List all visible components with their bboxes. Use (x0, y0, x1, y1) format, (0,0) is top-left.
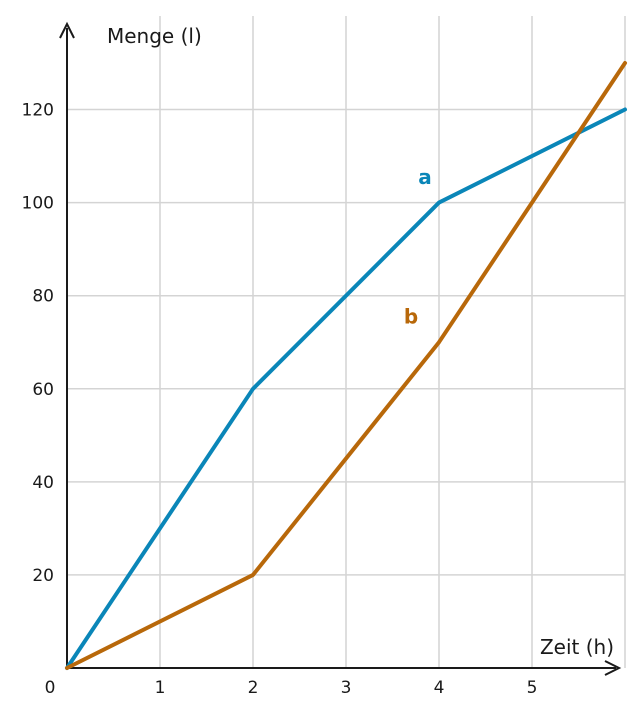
x-axis-arrow-icon (604, 660, 622, 676)
y-tick-label-4: 80 (32, 287, 54, 307)
y-tick-label-2: 40 (32, 473, 54, 493)
series-lines: ab (65, 61, 627, 670)
x-axis-title: Zeit (h) (540, 635, 614, 659)
origin-label: 0 (45, 678, 56, 698)
y-axis-title: Menge (l) (107, 24, 202, 48)
y-tick-label-1: 20 (32, 566, 54, 586)
x-tick-label-3: 3 (341, 678, 352, 698)
series-line-a (65, 107, 627, 670)
x-tick-label-4: 4 (434, 678, 445, 698)
axes (59, 21, 622, 676)
y-tick-label-6: 120 (22, 101, 54, 121)
y-tick-label-3: 60 (32, 380, 54, 400)
series-label-a: a (418, 165, 432, 189)
y-axis-arrow-icon (59, 21, 75, 39)
x-tick-label-2: 2 (248, 678, 259, 698)
series-line-b (65, 61, 627, 670)
x-tick-label-1: 1 (155, 678, 166, 698)
y-tick-label-5: 100 (22, 194, 54, 214)
tick-labels: 1 2 3 4 5 20 40 60 80 100 120 (22, 101, 538, 698)
x-tick-label-5: 5 (527, 678, 538, 698)
series-label-b: b (404, 305, 418, 329)
grid (67, 16, 626, 668)
